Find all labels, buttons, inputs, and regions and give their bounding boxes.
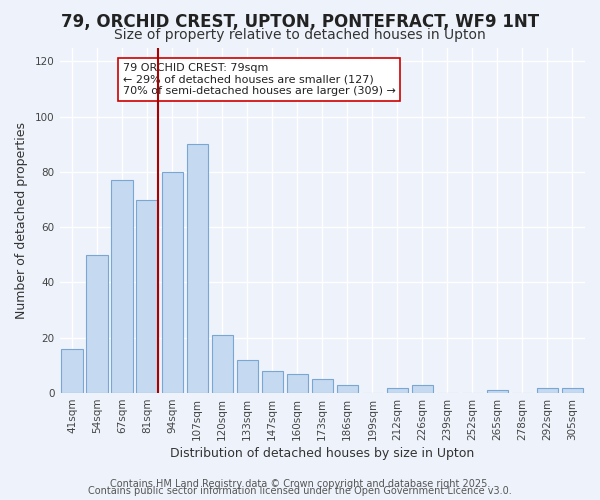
Bar (262, 371, 283, 393)
Text: 79, ORCHID CREST, UPTON, PONTEFRACT, WF9 1NT: 79, ORCHID CREST, UPTON, PONTEFRACT, WF9… (61, 12, 539, 30)
Bar (287, 374, 308, 393)
Bar (387, 388, 408, 393)
Bar (161, 172, 183, 393)
Bar (136, 200, 158, 393)
Bar (337, 385, 358, 393)
Bar (236, 360, 258, 393)
Bar (86, 255, 108, 393)
Text: Size of property relative to detached houses in Upton: Size of property relative to detached ho… (114, 28, 486, 42)
Text: Contains public sector information licensed under the Open Government Licence v3: Contains public sector information licen… (88, 486, 512, 496)
Bar (212, 335, 233, 393)
Bar (412, 385, 433, 393)
X-axis label: Distribution of detached houses by size in Upton: Distribution of detached houses by size … (170, 447, 475, 460)
Y-axis label: Number of detached properties: Number of detached properties (15, 122, 28, 319)
Bar (112, 180, 133, 393)
Bar (187, 144, 208, 393)
Text: Contains HM Land Registry data © Crown copyright and database right 2025.: Contains HM Land Registry data © Crown c… (110, 479, 490, 489)
Bar (487, 390, 508, 393)
Bar (562, 388, 583, 393)
Bar (537, 388, 558, 393)
Bar (61, 349, 83, 393)
Text: 79 ORCHID CREST: 79sqm
← 29% of detached houses are smaller (127)
70% of semi-de: 79 ORCHID CREST: 79sqm ← 29% of detached… (122, 63, 395, 96)
Bar (311, 379, 333, 393)
